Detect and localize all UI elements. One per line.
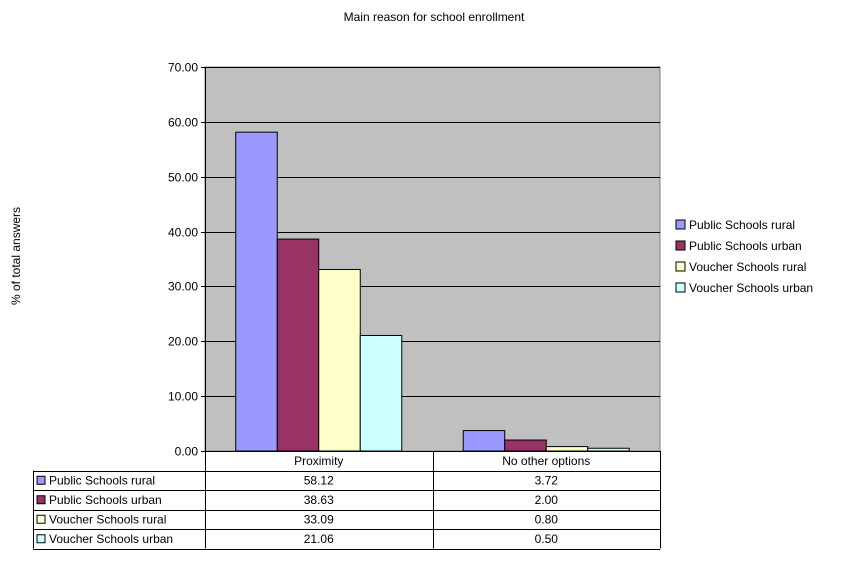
bar [276, 238, 320, 452]
table-value: 0.50 [535, 532, 559, 546]
legend-label: Public Schools rural [689, 218, 795, 232]
bar [545, 446, 589, 452]
table-value: 38.63 [304, 493, 334, 507]
bar [318, 268, 361, 452]
table-legend-swatch [36, 475, 46, 485]
table-series-label: Public Schools rural [49, 473, 155, 487]
legend-label: Voucher Schools rural [689, 260, 806, 274]
table-legend-swatch [36, 514, 46, 524]
y-tick-label: 30.00 [168, 280, 198, 294]
table-value: 21.06 [304, 532, 334, 546]
bar [235, 131, 278, 452]
table-value: 2.00 [535, 493, 559, 507]
table-value: 58.12 [304, 473, 334, 487]
table-legend-swatch [36, 495, 46, 505]
legend-swatch [675, 219, 686, 230]
legend-swatch [675, 282, 686, 293]
bar [587, 447, 630, 452]
y-tick-label: 20.00 [168, 335, 198, 349]
bar [504, 439, 547, 452]
legend-swatch [675, 261, 686, 272]
plot-area: 0.00 10.00 20.00 30.00 40.00 50.00 60.00 70.00 [168, 61, 661, 459]
y-tick-label: 50.00 [168, 171, 198, 185]
table-value: 0.80 [535, 512, 559, 526]
table-category-label: No other options [502, 454, 590, 468]
chart-title: Main reason for school enrollment [344, 10, 525, 24]
table-category-label: Proximity [294, 454, 343, 468]
y-tick-label: 40.00 [168, 226, 198, 240]
legend-label: Public Schools urban [689, 239, 802, 253]
data-table: Proximity No other options Public Schools … [33, 451, 661, 550]
bar [359, 334, 403, 452]
table-value: 33.09 [304, 512, 334, 526]
table-series-label: Public Schools urban [49, 493, 162, 507]
legend-label: Voucher Schools urban [689, 281, 813, 295]
table-series-label: Voucher Schools urban [49, 532, 173, 546]
table-series-label: Voucher Schools rural [49, 512, 166, 526]
y-tick-label: 10.00 [168, 390, 198, 404]
y-tick-label: 60.00 [168, 116, 198, 130]
legend: Public Schools rural Public Schools urban… [675, 218, 813, 295]
bar [462, 430, 506, 452]
y-tick-label: 70.00 [168, 61, 198, 75]
y-tick-label: 0.00 [175, 445, 199, 459]
y-axis-label: % of total answers [9, 207, 23, 305]
table-value: 3.72 [535, 473, 559, 487]
legend-swatch [675, 240, 686, 251]
table-legend-swatch [36, 534, 46, 544]
